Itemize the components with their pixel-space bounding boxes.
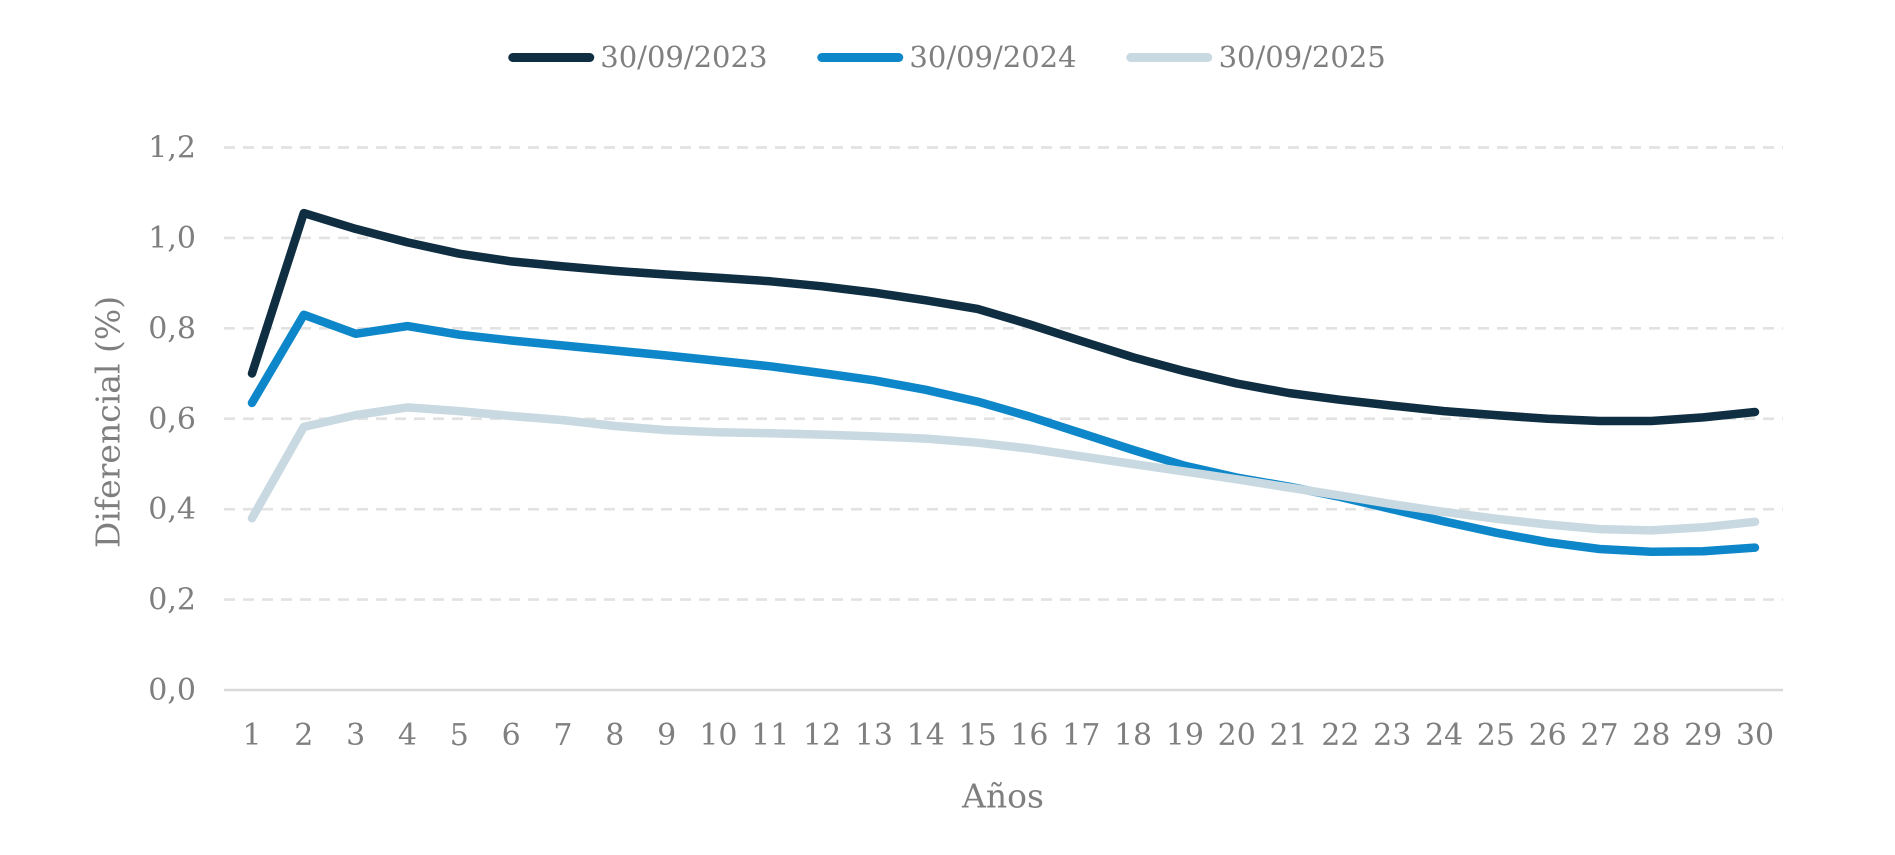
x-tick-label: 10 [699, 718, 737, 753]
x-tick-label: 7 [553, 718, 572, 753]
x-tick-label: 14 [907, 718, 945, 753]
x-tick-label: 21 [1269, 718, 1307, 753]
legend-item-30-09-2025: 30/09/2025 [1126, 40, 1386, 74]
legend-label: 30/09/2023 [600, 40, 768, 74]
x-tick-label: 18 [1114, 718, 1152, 753]
y-tick-label: 1,0 [148, 221, 196, 256]
x-tick-label: 13 [855, 718, 893, 753]
x-tick-label: 27 [1580, 718, 1618, 753]
y-tick-label: 1,2 [148, 131, 196, 166]
x-tick-label: 19 [1166, 718, 1204, 753]
x-tick-label: 15 [958, 718, 996, 753]
x-tick-label: 6 [502, 718, 521, 753]
x-tick-label: 1 [242, 718, 261, 753]
legend-swatch [508, 52, 595, 62]
x-tick-label: 22 [1321, 718, 1359, 753]
x-tick-label: 3 [346, 718, 365, 753]
x-tick-label: 20 [1218, 718, 1256, 753]
y-tick-label: 0,6 [148, 402, 196, 437]
y-tick-label: 0,4 [148, 492, 196, 527]
x-tick-label: 28 [1632, 718, 1670, 753]
x-tick-label: 17 [1062, 718, 1100, 753]
x-tick-label: 12 [803, 718, 841, 753]
x-tick-label: 26 [1529, 718, 1567, 753]
x-tick-label: 5 [450, 718, 469, 753]
series-line-30-09-2023 [247, 208, 1760, 426]
x-tick-label: 29 [1684, 718, 1722, 753]
y-tick-label: 0,8 [148, 311, 196, 346]
chart-legend: 30/09/2023 30/09/2024 30/09/2025 [508, 40, 1386, 74]
legend-label: 30/09/2024 [909, 40, 1077, 74]
x-axis-title: Años [962, 776, 1044, 816]
legend-item-30-09-2023: 30/09/2023 [508, 40, 767, 74]
series-line-30-09-2025 [247, 403, 1760, 535]
x-tick-label: 4 [398, 718, 417, 753]
x-tick-label: 24 [1425, 718, 1463, 753]
y-tick-label: 0,2 [148, 583, 196, 618]
x-tick-label: 16 [1010, 718, 1048, 753]
x-tick-label: 23 [1373, 718, 1411, 753]
y-tick-label: 0,0 [148, 673, 196, 708]
x-tick-label: 11 [751, 718, 789, 753]
legend-swatch [817, 52, 904, 62]
legend-swatch [1126, 52, 1213, 62]
x-tick-label: 9 [657, 718, 676, 753]
x-tick-label: 30 [1736, 718, 1774, 753]
legend-label: 30/09/2025 [1218, 40, 1386, 74]
x-tick-label: 2 [294, 718, 313, 753]
x-tick-label: 25 [1477, 718, 1515, 753]
x-tick-label: 8 [605, 718, 624, 753]
legend-item-30-09-2024: 30/09/2024 [817, 40, 1077, 74]
series-line-30-09-2024 [247, 310, 1760, 556]
